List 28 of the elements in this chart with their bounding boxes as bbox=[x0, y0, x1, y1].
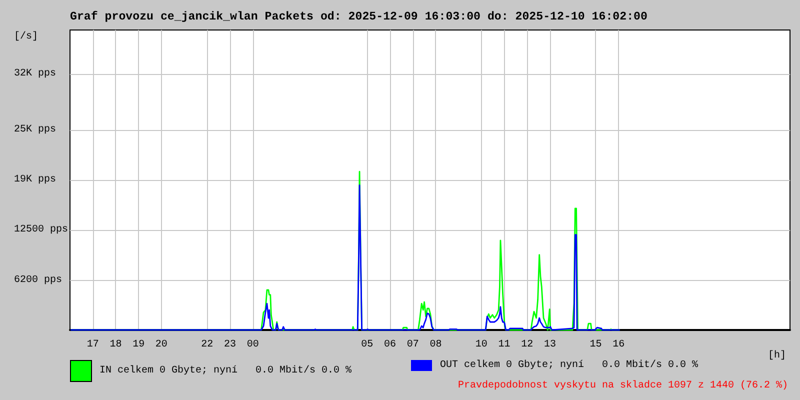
y-tick-label: 32K pps bbox=[14, 68, 56, 80]
x-tick-label: 15 bbox=[590, 340, 602, 350]
x-tick-label: 18 bbox=[110, 340, 122, 350]
x-tick-label: 11 bbox=[498, 340, 510, 350]
x-tick-label: 10 bbox=[475, 340, 488, 350]
x-tick-label: 07 bbox=[406, 340, 419, 350]
x-tick-label: 17 bbox=[86, 340, 99, 350]
x-tick-label: 13 bbox=[544, 340, 556, 350]
x-tick-label: 05 bbox=[361, 340, 374, 350]
x-axis-title: [h] bbox=[768, 350, 786, 362]
legend-label: OUT celkem 0 Gbyte; nyní 0.0 Mbit/s 0.0 % bbox=[440, 359, 698, 371]
x-tick-label: 20 bbox=[155, 340, 168, 350]
y-tick-label: 19K pps bbox=[14, 174, 56, 186]
x-tick-label: 23 bbox=[224, 340, 236, 350]
y-tick-label: 12500 pps bbox=[14, 224, 68, 236]
y-axis-title: [/s] bbox=[14, 30, 38, 42]
legend-label: IN celkem 0 Gbyte; nyní 0.0 Mbit/s 0.0 % bbox=[100, 364, 352, 376]
x-tick-label: 22 bbox=[201, 340, 214, 350]
chart-title: Graf provozu ce_jancik_wlan Packets od: 2025-12-09 16:03:00 do: 2025-12-10 16:02:00 bbox=[70, 10, 648, 24]
x-tick-label: 00 bbox=[246, 340, 259, 350]
text: Pravdepodobnost vyskytu na skladce 1097 z 1440 (76.2 %) bbox=[458, 380, 788, 392]
x-tick-label: 08 bbox=[430, 340, 442, 350]
y-tick-label: 25K pps bbox=[14, 124, 56, 136]
x-tick-label: 19 bbox=[132, 340, 145, 350]
y-tick-label: 6200 pps bbox=[14, 274, 62, 286]
x-tick-label: 06 bbox=[384, 340, 396, 350]
x-tick-label: 12 bbox=[521, 340, 534, 350]
x-tick-label: 16 bbox=[612, 340, 625, 350]
